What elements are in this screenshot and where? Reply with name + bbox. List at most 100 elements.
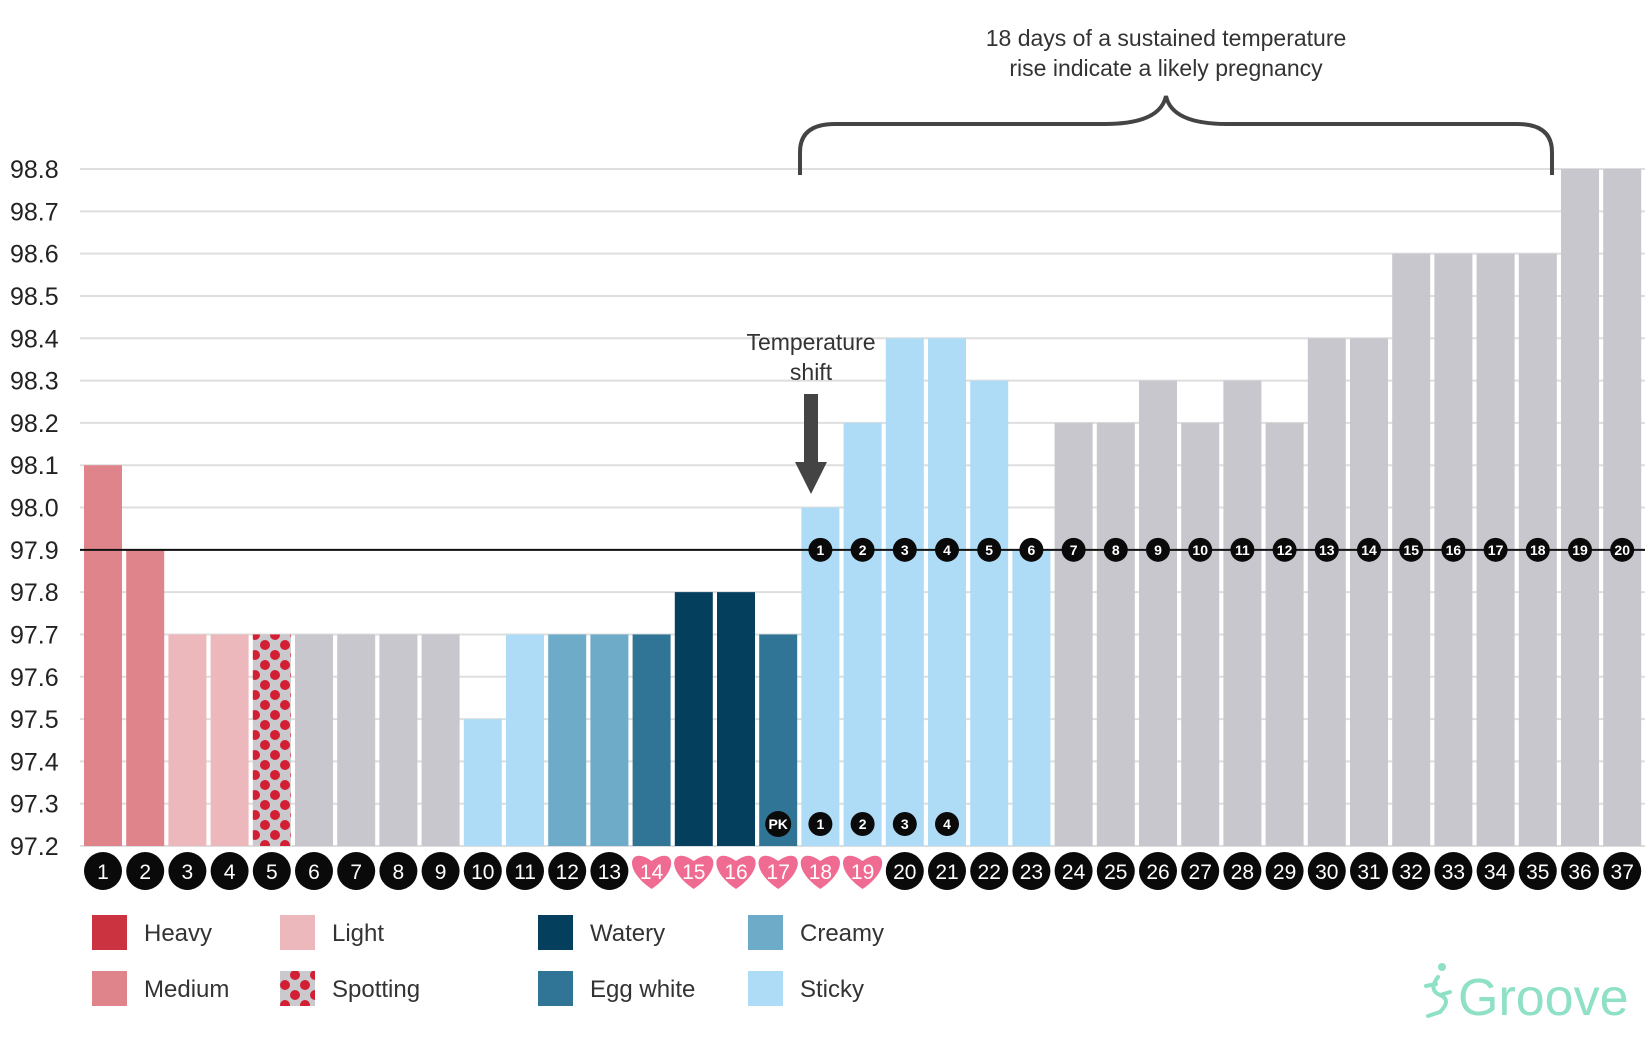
peak-count-label: 4	[943, 816, 951, 832]
high-temp-count-label: 13	[1319, 542, 1335, 558]
peak-count-circle	[892, 812, 917, 836]
day-label: 34	[1484, 861, 1508, 884]
high-temp-count-label: 16	[1446, 542, 1462, 558]
day-label: 22	[978, 861, 1001, 884]
bar-day-3	[168, 634, 207, 846]
legend-swatch-heavy	[92, 915, 127, 950]
day-circle	[590, 852, 629, 890]
legend-label-spotting: Spotting	[332, 976, 420, 1003]
shift-arrow-head	[795, 462, 827, 494]
legend-swatch-spotting	[280, 971, 315, 1006]
high-temp-count-label: 7	[1070, 542, 1078, 558]
bar-day-22	[970, 380, 1009, 846]
pregnancy-annotation: 18 days of a sustained temperature rise …	[798, 25, 1554, 175]
day-circle	[548, 852, 587, 890]
day-label: 1	[97, 861, 109, 884]
high-temp-count-label: 12	[1277, 542, 1293, 558]
bar-day-6	[295, 634, 333, 846]
day-label: 11	[514, 861, 536, 884]
day-circle	[379, 852, 418, 890]
high-temp-count-label: 1	[817, 542, 825, 558]
logo-text: Groove	[1458, 969, 1629, 1027]
day-circle	[252, 852, 291, 890]
high-temp-count-label: 5	[985, 542, 993, 558]
legend-swatch-medium	[92, 971, 127, 1006]
high-temp-count-circle	[1483, 537, 1508, 562]
high-temp-count-circle	[935, 537, 959, 562]
heart-day-marker	[674, 855, 714, 889]
bar-day-31	[1350, 338, 1388, 846]
y-tick-label: 97.9	[10, 537, 59, 565]
bar-day-9	[421, 634, 460, 846]
day-label: 35	[1526, 861, 1549, 884]
y-tick-label: 98.7	[10, 198, 59, 226]
high-temp-count-label: 4	[943, 542, 951, 558]
bar-day-25	[1096, 422, 1135, 846]
day-label: 30	[1315, 861, 1338, 884]
bar-day-12	[548, 634, 587, 846]
high-temp-count-circle	[1314, 537, 1339, 562]
bar-day-1	[84, 465, 122, 846]
day-circle	[1181, 852, 1220, 890]
bar-day-21	[928, 338, 966, 846]
day-label: 5	[266, 861, 278, 884]
day-label: 18	[809, 861, 832, 884]
high-temp-count-circle	[1103, 537, 1128, 562]
peak-count-label: 1	[817, 816, 825, 832]
legend-swatch-light	[280, 915, 315, 950]
y-tick-label: 97.5	[10, 706, 59, 734]
day-label: 29	[1273, 861, 1296, 884]
day-label: 31	[1357, 861, 1380, 884]
day-circle	[210, 852, 249, 890]
heart-day-marker	[800, 855, 841, 889]
bar-day-14	[632, 634, 671, 846]
day-label: 32	[1400, 861, 1423, 884]
day-circle	[506, 852, 544, 890]
day-circle	[1392, 852, 1431, 890]
day-label: 36	[1568, 861, 1591, 884]
day-label: 33	[1442, 861, 1465, 884]
day-label: 26	[1146, 861, 1169, 884]
day-label: 28	[1231, 861, 1254, 884]
day-label: 20	[893, 861, 916, 884]
day-circle	[1518, 852, 1557, 890]
legend-label-light: Light	[332, 920, 384, 947]
high-temp-count-label: 14	[1361, 542, 1377, 558]
legend-label-watery: Watery	[590, 920, 665, 947]
high-temp-count-label: 20	[1614, 542, 1630, 558]
bar-day-16	[717, 592, 755, 846]
y-axis-ticks: 97.2 97.3 97.4 97.5 97.6 97.7 97.8 97.9 98.0 98.1…	[10, 156, 59, 861]
high-temp-count-circle	[1441, 537, 1466, 562]
bar-day-37	[1603, 169, 1642, 846]
legend-label-creamy: Creamy	[800, 920, 884, 947]
shift-label-line2: shift	[790, 359, 833, 385]
day-circle	[1139, 852, 1177, 890]
bar-day-2	[126, 549, 165, 846]
high-temp-count-label: 15	[1403, 542, 1419, 558]
high-temp-count-label: 2	[859, 542, 867, 558]
high-temp-count-circle	[1399, 537, 1424, 562]
legend-swatch-creamy	[748, 915, 783, 950]
day-circle	[463, 852, 502, 890]
day-circle	[885, 852, 924, 890]
day-circle	[84, 852, 122, 890]
bar-day-13	[590, 634, 629, 846]
peak-count-label: 2	[859, 816, 867, 832]
runner-icon	[1424, 963, 1452, 1018]
y-tick-label: 98.0	[10, 495, 59, 523]
bar-day-4	[210, 634, 249, 846]
high-temp-count-label: 18	[1530, 542, 1546, 558]
high-temp-count-circle	[892, 537, 917, 562]
shift-label-line1: Temperature	[746, 329, 875, 355]
high-temp-count-label: 11	[1235, 542, 1250, 558]
day-label: 9	[435, 861, 447, 884]
day-label: 27	[1189, 861, 1212, 884]
day-circle	[1434, 852, 1473, 890]
day-circle	[1561, 852, 1599, 890]
y-tick-label: 98.3	[10, 368, 59, 396]
high-temp-count-label: 3	[901, 542, 909, 558]
y-tick-label: 97.7	[10, 621, 59, 649]
y-tick-label: 97.4	[10, 748, 59, 776]
bar-day-17	[759, 634, 798, 846]
high-temp-count-label: 10	[1192, 542, 1208, 558]
